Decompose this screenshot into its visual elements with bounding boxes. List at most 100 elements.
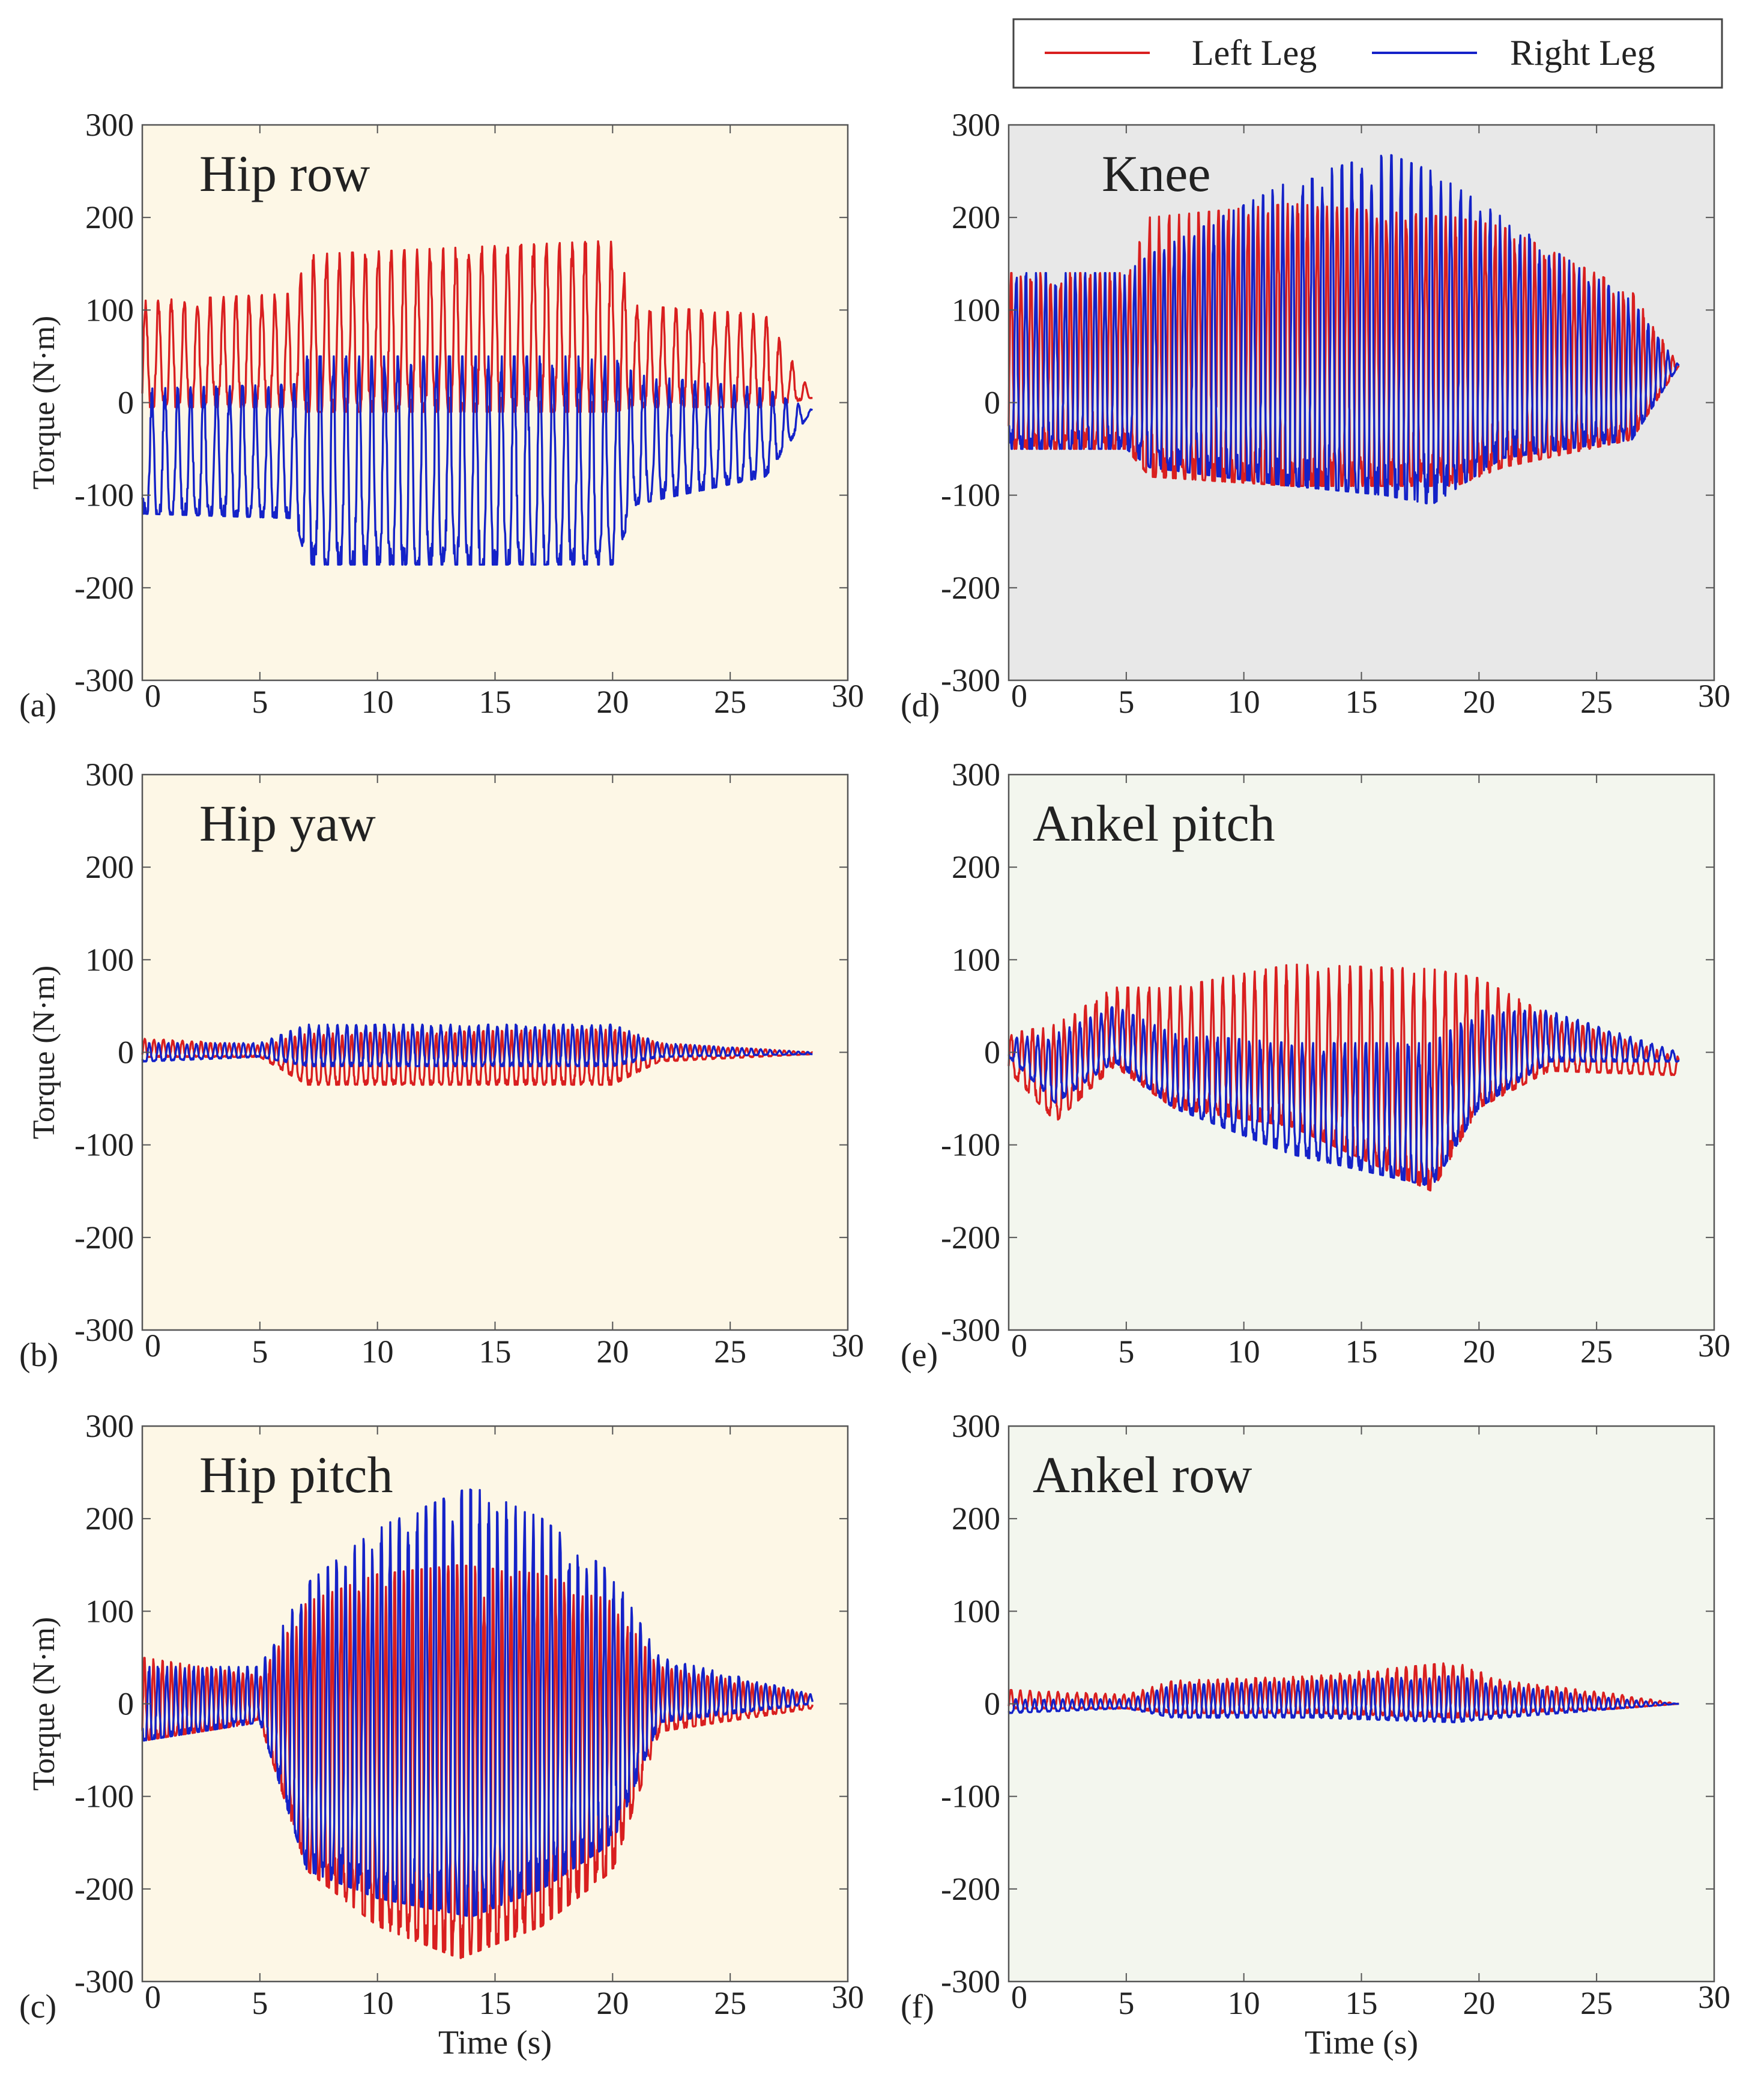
x-tick-label: 25 (1580, 1334, 1613, 1370)
x-tick-label: 0 (1011, 678, 1027, 714)
y-tick-label: 300 (952, 1408, 1000, 1444)
legend-left-label: Left Leg (1192, 33, 1317, 73)
y-tick-label: 200 (952, 199, 1000, 235)
x-axis-label: Time (s) (438, 2024, 552, 2061)
y-tick-label: -300 (74, 1964, 134, 2000)
y-tick-label: 100 (85, 1593, 134, 1629)
x-tick-label: 25 (1580, 1985, 1613, 2021)
plot-background (142, 125, 848, 680)
x-tick-label: 15 (1346, 1985, 1378, 2021)
panel-title: Hip pitch (199, 1446, 393, 1504)
y-tick-label: 0 (118, 385, 134, 421)
x-tick-label: 0 (1011, 1979, 1027, 2015)
x-tick-label: 25 (714, 1985, 746, 2021)
x-tick-label: 5 (252, 1334, 268, 1370)
x-tick-label: 15 (479, 1985, 512, 2021)
y-tick-label: -100 (74, 1779, 134, 1815)
y-tick-label: -100 (941, 1779, 1000, 1815)
x-tick-label: 15 (479, 684, 512, 720)
x-tick-label: 5 (1118, 1985, 1134, 2021)
y-tick-label: 0 (984, 1035, 1000, 1071)
x-tick-label: 5 (252, 1985, 268, 2021)
x-tick-label: 30 (832, 1328, 864, 1364)
series-line-right-leg (1007, 1006, 1680, 1187)
y-tick-label: 100 (85, 942, 134, 978)
y-tick-label: 0 (984, 1686, 1000, 1722)
y-tick-label: 100 (85, 292, 134, 328)
x-tick-label: 25 (1580, 684, 1613, 720)
series-line-right-leg (141, 1023, 814, 1068)
x-tick-label: 10 (1228, 1985, 1260, 2021)
series-line-right-leg (141, 1488, 814, 1917)
y-tick-label: -100 (941, 477, 1000, 513)
x-tick-label: 20 (1463, 1985, 1495, 2021)
x-tick-label: 20 (596, 1334, 629, 1370)
x-tick-label: 30 (1698, 678, 1730, 714)
y-tick-label: 0 (118, 1686, 134, 1722)
panel-label: (b) (19, 1337, 58, 1374)
x-axis-label: Time (s) (1305, 2024, 1418, 2061)
series-line-right-leg (1008, 154, 1680, 504)
panel-title: Ankel pitch (1033, 794, 1275, 852)
x-tick-label: 30 (1698, 1328, 1730, 1364)
panel-title: Knee (1102, 145, 1210, 202)
y-tick-label: -300 (941, 1312, 1000, 1348)
x-tick-label: 15 (1346, 1334, 1378, 1370)
series-line-right-leg (141, 355, 814, 566)
y-tick-label: -200 (74, 570, 134, 606)
y-axis-label: Torque (N·m) (27, 316, 61, 489)
y-tick-label: 200 (85, 849, 134, 885)
x-tick-label: 25 (714, 684, 746, 720)
series-line-left-leg (1007, 1662, 1680, 1719)
legend-right-label: Right Leg (1510, 33, 1655, 73)
x-tick-label: 0 (1011, 1328, 1027, 1364)
x-tick-label: 10 (361, 1334, 394, 1370)
panel-a: 300 200 100 0 -100 -200 -300 0 5 10 15 20 25 30 Hip ro… (19, 107, 864, 724)
y-tick-label: -300 (74, 662, 134, 698)
y-tick-label: 200 (85, 199, 134, 235)
y-tick-label: 300 (952, 757, 1000, 793)
y-tick-label: 100 (952, 942, 1000, 978)
y-axis-label: Torque (N·m) (27, 1617, 61, 1791)
x-tick-label: 15 (1346, 684, 1378, 720)
x-tick-label: 30 (832, 678, 864, 714)
x-tick-label: 30 (1698, 1979, 1730, 2015)
y-tick-label: 300 (952, 107, 1000, 143)
panel-f: 300 200 100 0 -100 -200 -300 0 5 10 15 20 25 30 Ankel … (901, 1408, 1730, 2061)
y-tick-label: 300 (85, 1408, 134, 1444)
y-tick-label: -200 (74, 1871, 134, 1907)
y-tick-label: 100 (952, 292, 1000, 328)
x-tick-label: 5 (1118, 1334, 1134, 1370)
legend: Left Leg Right Leg (1012, 18, 1723, 89)
panel-b: 300 200 100 0 -100 -200 -300 0 5 10 15 20 25 30 Hip ya… (19, 757, 864, 1374)
panel-e: 300 200 100 0 -100 -200 -300 0 5 10 15 20 25 30 Ankel … (901, 757, 1730, 1374)
x-tick-label: 5 (1118, 684, 1134, 720)
panel-label: (a) (19, 687, 56, 724)
panel-c: 300 200 100 0 -100 -200 -300 0 5 10 15 20 25 30 Hip pi… (19, 1408, 864, 2061)
y-tick-label: -100 (74, 477, 134, 513)
x-tick-label: 20 (1463, 684, 1495, 720)
x-tick-label: 15 (479, 1334, 512, 1370)
x-tick-label: 10 (361, 1985, 394, 2021)
series-line-left-leg (141, 1028, 814, 1086)
y-tick-label: 100 (952, 1593, 1000, 1629)
x-tick-label: 20 (1463, 1334, 1495, 1370)
x-tick-label: 10 (1228, 1334, 1260, 1370)
y-tick-label: -200 (941, 570, 1000, 606)
series-line-right-leg (1007, 1675, 1680, 1724)
panel-label: (e) (901, 1337, 938, 1374)
x-tick-label: 0 (145, 678, 161, 714)
y-tick-label: 0 (118, 1035, 134, 1071)
x-tick-label: 0 (145, 1328, 161, 1364)
x-tick-label: 5 (252, 684, 268, 720)
panel-label: (f) (901, 1988, 934, 2025)
panel-label: (c) (19, 1988, 56, 2025)
y-tick-label: 0 (984, 385, 1000, 421)
y-tick-label: -300 (74, 1312, 134, 1348)
panel-title: Ankel row (1033, 1446, 1252, 1504)
x-tick-label: 20 (596, 1985, 629, 2021)
y-axis-label: Torque (N·m) (27, 966, 61, 1139)
y-tick-label: -200 (74, 1220, 134, 1256)
